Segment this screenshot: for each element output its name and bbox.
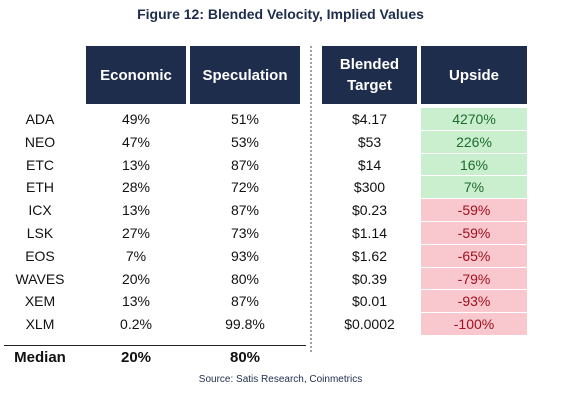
- median-label: Median: [14, 349, 66, 366]
- speculation-value: 87%: [230, 293, 260, 310]
- upside-value: -59%: [421, 199, 527, 222]
- economic-value: 13%: [121, 156, 151, 173]
- table-row: ETH 28% 72% $300 7%: [0, 176, 561, 200]
- header-speculation-label: Speculation: [202, 66, 288, 84]
- speculation-value: 93%: [230, 247, 260, 264]
- source-note: Source: Satis Research, Coinmetrics: [198, 374, 363, 385]
- table-row: LSK 27% 73% $1.14 -59%: [0, 221, 561, 245]
- header-target-label: Target: [347, 77, 392, 94]
- median-economic: 20%: [120, 349, 152, 366]
- coin-name: ADA: [25, 111, 55, 127]
- header-speculation: Speculation: [190, 46, 300, 104]
- column-separator: [310, 46, 312, 352]
- median-row: Median 20% 80%: [0, 346, 561, 370]
- coin-name: ICX: [28, 202, 52, 219]
- median-divider: [4, 345, 306, 346]
- blended-target-value: $1.14: [351, 224, 388, 241]
- speculation-value: 99.8%: [225, 316, 265, 333]
- table-row: XEM 13% 87% $0.01 -93%: [0, 290, 561, 314]
- economic-value: 28%: [121, 179, 151, 196]
- table-row: NEO 47% 53% $53 226%: [0, 130, 561, 154]
- table-row: ETC 13% 87% $14 16%: [0, 153, 561, 177]
- speculation-value: 87%: [230, 202, 260, 219]
- economic-value: 27%: [121, 224, 151, 241]
- median-speculation: 80%: [229, 349, 261, 366]
- upside-value: 226%: [421, 130, 527, 154]
- blended-target-value: $14: [357, 156, 382, 173]
- economic-value: 13%: [121, 293, 151, 310]
- blended-target-value: $0.01: [351, 293, 388, 310]
- upside-value: -93%: [421, 290, 527, 314]
- blended-target-value: $1.62: [351, 247, 388, 264]
- blended-target-value: $4.17: [351, 111, 388, 127]
- upside-value: 16%: [421, 153, 527, 177]
- coin-name: ETH: [26, 179, 54, 196]
- blended-target-value: $0.23: [351, 202, 388, 219]
- header-economic-label: Economic: [100, 66, 172, 84]
- figure-title: Figure 12: Blended Velocity, Implied Val…: [137, 6, 424, 22]
- upside-value: 4270%: [421, 108, 527, 131]
- table-row: ADA 49% 51% $4.17 4270%: [0, 108, 561, 131]
- coin-name: ETC: [26, 156, 54, 173]
- coin-name: LSK: [26, 224, 54, 241]
- blended-target-value: $53: [357, 133, 382, 150]
- upside-value: -100%: [421, 313, 527, 336]
- economic-value: 47%: [121, 133, 151, 150]
- speculation-value: 80%: [230, 270, 260, 287]
- speculation-value: 87%: [230, 156, 260, 173]
- economic-value: 20%: [121, 270, 151, 287]
- header-upside-label: Upside: [448, 66, 499, 84]
- economic-value: 13%: [121, 202, 151, 219]
- coin-name: WAVES: [15, 270, 65, 287]
- header-upside: Upside: [421, 46, 527, 104]
- blended-target-value: $0.39: [351, 270, 388, 287]
- economic-value: 0.2%: [120, 316, 152, 333]
- upside-value: 7%: [421, 176, 527, 200]
- upside-value: -65%: [421, 244, 527, 268]
- blended-target-value: $300: [353, 179, 386, 196]
- table-row: EOS 7% 93% $1.62 -65%: [0, 244, 561, 268]
- header-blended-target: Blended Target: [322, 46, 417, 104]
- table-body: ADA 49% 51% $4.17 4270% NEO 47% 53% $53 226% ETC 13…: [0, 108, 561, 336]
- coin-name: NEO: [24, 133, 56, 150]
- coin-name: XEM: [24, 293, 56, 310]
- economic-value: 7%: [125, 247, 147, 264]
- speculation-value: 51%: [230, 111, 260, 127]
- header-blended-label: Blended: [339, 56, 400, 73]
- speculation-value: 72%: [230, 179, 260, 196]
- coin-name: XLM: [25, 316, 55, 333]
- upside-value: -59%: [421, 221, 527, 245]
- table-row: XLM 0.2% 99.8% $0.0002 -100%: [0, 313, 561, 336]
- economic-value: 49%: [121, 111, 151, 127]
- speculation-value: 53%: [230, 133, 260, 150]
- speculation-value: 73%: [230, 224, 260, 241]
- upside-value: -79%: [421, 267, 527, 291]
- blended-target-value: $0.0002: [344, 316, 395, 333]
- coin-name: EOS: [25, 247, 55, 264]
- table-row: WAVES 20% 80% $0.39 -79%: [0, 267, 561, 291]
- table-row: ICX 13% 87% $0.23 -59%: [0, 199, 561, 222]
- header-economic: Economic: [86, 46, 186, 104]
